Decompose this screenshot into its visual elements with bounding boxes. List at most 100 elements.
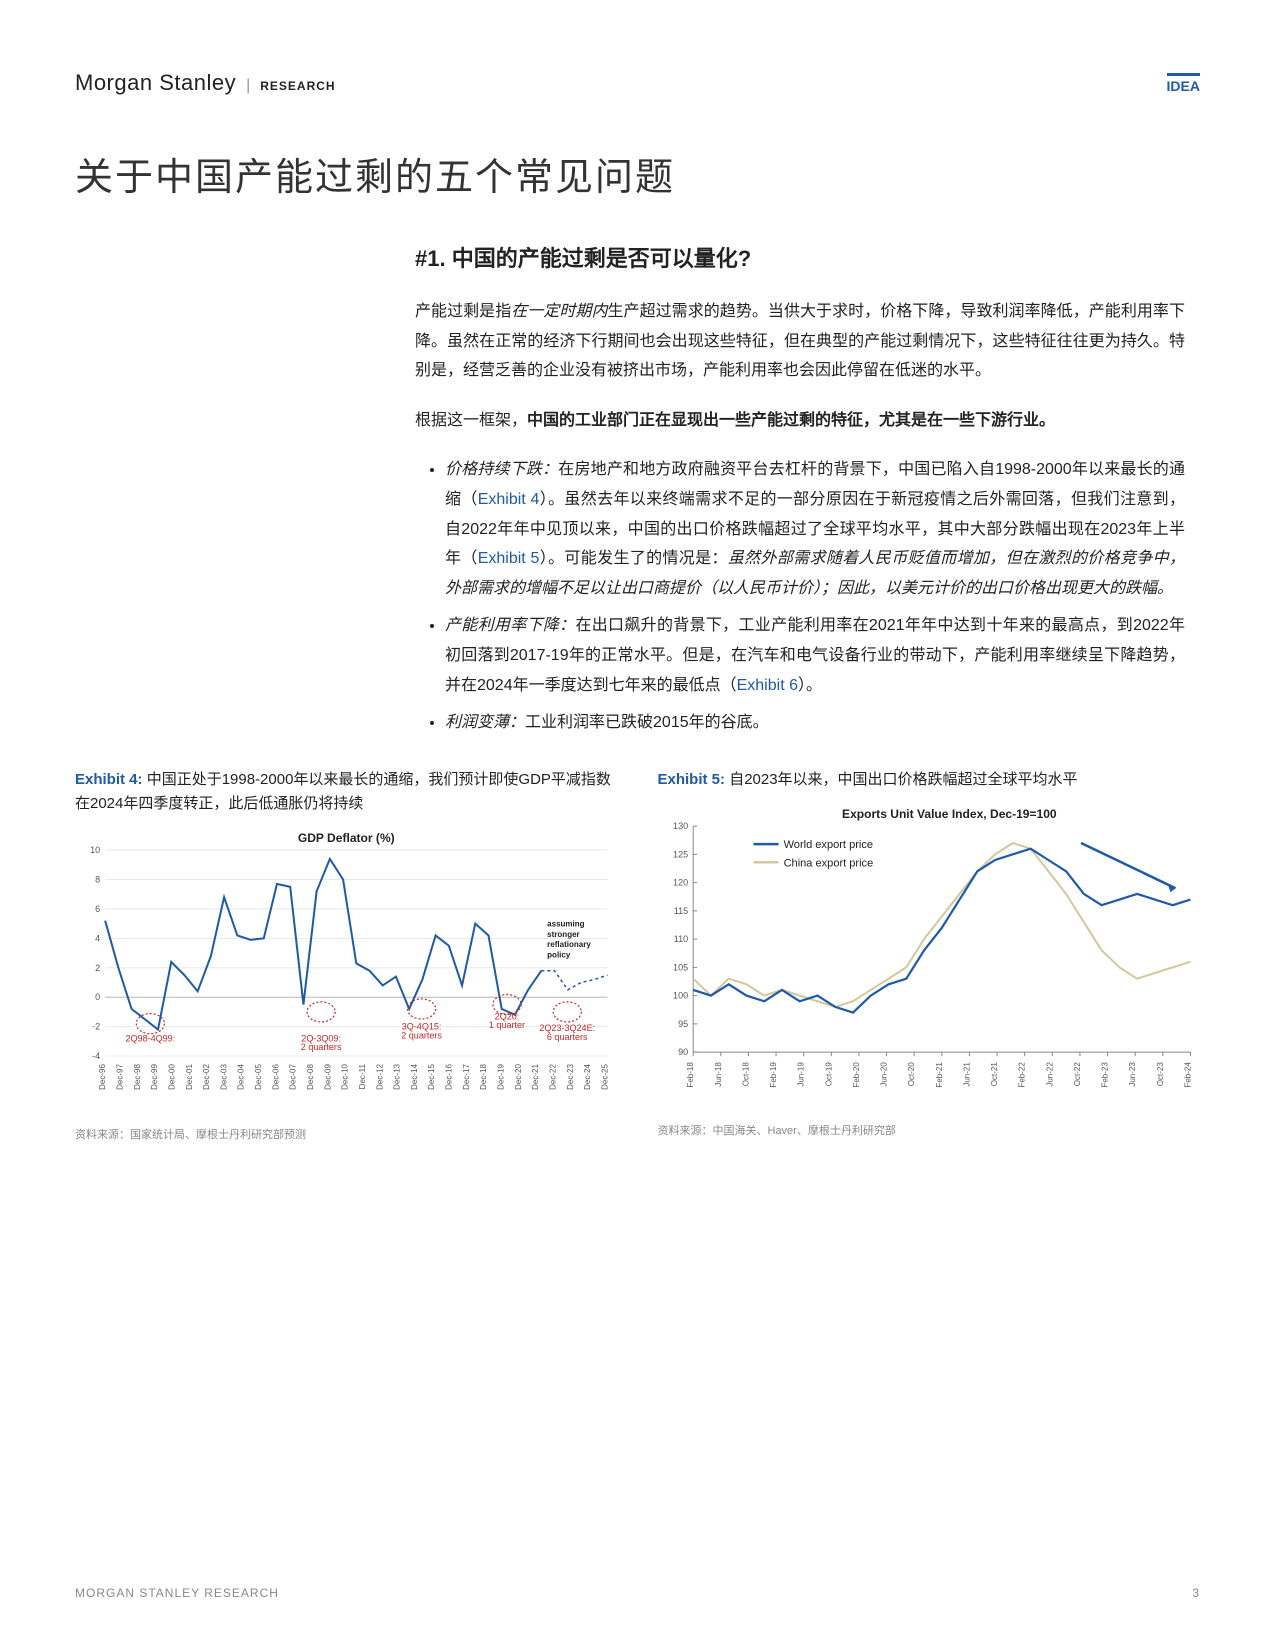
svg-text:Oct-18: Oct-18: [741, 1061, 750, 1086]
exhibit-5-block: Exhibit 5: 自2023年以来，中国出口价格跌幅超过全球平均水平 Exp…: [658, 768, 1201, 1142]
svg-text:100: 100: [673, 990, 688, 1000]
page-footer: MORGAN STANLEY RESEARCH 3: [75, 1586, 1200, 1600]
svg-text:Dec-06: Dec-06: [271, 1063, 280, 1089]
svg-text:Dec-22: Dec-22: [548, 1063, 557, 1089]
exhibit-link-6[interactable]: Exhibit 6: [737, 677, 798, 694]
svg-text:Dec-20: Dec-20: [514, 1063, 523, 1089]
bullet-item-2: 产能利用率下降：在出口飙升的背景下，工业产能利用率在2021年年中达到十年来的最…: [445, 611, 1185, 700]
svg-text:Dec-15: Dec-15: [427, 1063, 436, 1089]
svg-text:Oct-23: Oct-23: [1155, 1061, 1164, 1086]
svg-text:Feb-24: Feb-24: [1183, 1061, 1192, 1087]
section-subtitle: #1. 中国的产能过剩是否可以量化?: [415, 241, 1185, 273]
svg-text:6: 6: [95, 904, 100, 914]
svg-text:Dec-24: Dec-24: [583, 1063, 592, 1089]
svg-text:Feb-19: Feb-19: [769, 1061, 778, 1087]
svg-text:Dec-16: Dec-16: [445, 1063, 454, 1089]
svg-text:4: 4: [95, 933, 100, 943]
svg-text:-2: -2: [92, 1021, 100, 1031]
svg-text:Dec-19: Dec-19: [497, 1063, 506, 1089]
paragraph-1: 产能过剩是指在一定时期内生产超过需求的趋势。当供大于求时，价格下降，导致利润率降…: [415, 297, 1185, 386]
svg-text:Dec-02: Dec-02: [202, 1063, 211, 1089]
svg-text:Dec-25: Dec-25: [600, 1063, 609, 1089]
svg-text:China export price: China export price: [783, 857, 873, 869]
exhibit-5-caption: Exhibit 5: 自2023年以来，中国出口价格跌幅超过全球平均水平: [658, 768, 1201, 792]
footer-left: MORGAN STANLEY RESEARCH: [75, 1586, 279, 1600]
svg-text:90: 90: [678, 1047, 688, 1057]
svg-text:Feb-23: Feb-23: [1100, 1061, 1109, 1087]
charts-row: Exhibit 4: 中国正处于1998-2000年以来最长的通缩，我们预计即使…: [75, 768, 1200, 1142]
brand-block: Morgan Stanley | RESEARCH: [75, 70, 336, 96]
bullet-item-1: 价格持续下跌：在房地产和地方政府融资平台去杠杆的背景下，中国已陷入自1998-2…: [445, 455, 1185, 603]
exhibit-4-caption: Exhibit 4: 中国正处于1998-2000年以来最长的通缩，我们预计即使…: [75, 768, 618, 816]
svg-text:2 quarters: 2 quarters: [301, 1042, 342, 1052]
svg-text:Dec-03: Dec-03: [219, 1063, 228, 1089]
svg-text:110: 110: [673, 934, 687, 944]
svg-text:8: 8: [95, 874, 100, 884]
svg-text:Dec-17: Dec-17: [462, 1063, 471, 1089]
svg-text:Dec-13: Dec-13: [393, 1063, 402, 1089]
svg-text:105: 105: [673, 962, 688, 972]
svg-text:Jun-18: Jun-18: [713, 1061, 722, 1086]
exhibit-4-block: Exhibit 4: 中国正处于1998-2000年以来最长的通缩，我们预计即使…: [75, 768, 618, 1142]
svg-text:125: 125: [673, 849, 688, 859]
svg-text:Dec-97: Dec-97: [115, 1063, 124, 1089]
svg-text:Dec-11: Dec-11: [358, 1063, 367, 1089]
svg-text:Dec-21: Dec-21: [531, 1063, 540, 1089]
svg-text:Dec-07: Dec-07: [289, 1063, 298, 1089]
svg-text:2Q98-4Q99:: 2Q98-4Q99:: [126, 1033, 176, 1043]
exhibit-4-source: 资料来源：国家统计局、摩根士丹利研究部预测: [75, 1126, 618, 1142]
svg-text:115: 115: [673, 906, 687, 916]
svg-text:6 quarters: 6 quarters: [547, 1032, 588, 1042]
svg-text:Dec-10: Dec-10: [341, 1063, 350, 1089]
exhibit-5-source: 资料来源：中国海关、Haver、摩根士丹利研究部: [658, 1122, 1201, 1138]
svg-text:Feb-20: Feb-20: [851, 1061, 860, 1087]
svg-text:Oct-22: Oct-22: [1072, 1061, 1081, 1086]
content-column: #1. 中国的产能过剩是否可以量化? 产能过剩是指在一定时期内生产超过需求的趋势…: [415, 241, 1185, 738]
brand-divider: |: [246, 77, 250, 95]
exhibit-4-chart: GDP Deflator (%) -4 -2 0 2 4 6 8 10 Dec-96 Dec-97 D…: [75, 830, 618, 1111]
svg-text:Exports Unit Value Index, Dec-: Exports Unit Value Index, Dec-19=100: [842, 807, 1057, 821]
exhibit-5-chart: Exports Unit Value Index, Dec-19=100 90 95…: [658, 806, 1201, 1107]
exhibit-link-5[interactable]: Exhibit 5: [478, 550, 540, 567]
svg-text:2: 2: [95, 963, 100, 973]
svg-text:95: 95: [678, 1019, 688, 1029]
svg-text:Feb-22: Feb-22: [1017, 1061, 1026, 1087]
page-title: 关于中国产能过剩的五个常见问题: [75, 146, 1200, 201]
svg-text:Jun-21: Jun-21: [962, 1061, 971, 1086]
svg-text:Dec-04: Dec-04: [237, 1063, 246, 1089]
svg-text:Feb-18: Feb-18: [686, 1061, 695, 1087]
footer-page-number: 3: [1192, 1586, 1200, 1600]
svg-text:Dec-05: Dec-05: [254, 1063, 263, 1089]
svg-text:Dec-00: Dec-00: [167, 1063, 176, 1089]
exhibit-link-4[interactable]: Exhibit 4: [478, 491, 540, 508]
svg-text:Jun-23: Jun-23: [1128, 1061, 1137, 1086]
svg-text:Oct-20: Oct-20: [907, 1061, 916, 1086]
bullet-item-3: 利润变薄：工业利润率已跌破2015年的谷底。: [445, 708, 1185, 738]
svg-text:Dec-18: Dec-18: [479, 1063, 488, 1089]
svg-text:Feb-21: Feb-21: [934, 1061, 943, 1087]
svg-text:Dec-99: Dec-99: [150, 1063, 159, 1089]
svg-text:Jun-22: Jun-22: [1045, 1061, 1054, 1086]
brand-sub: RESEARCH: [260, 79, 335, 93]
svg-text:Oct-21: Oct-21: [990, 1061, 999, 1086]
svg-text:2 quarters: 2 quarters: [401, 1030, 442, 1040]
svg-text:Dec-08: Dec-08: [306, 1063, 315, 1089]
svg-text:10: 10: [90, 845, 100, 855]
bullet-list: 价格持续下跌：在房地产和地方政府融资平台去杠杆的背景下，中国已陷入自1998-2…: [415, 455, 1185, 737]
svg-text:Dec-01: Dec-01: [185, 1063, 194, 1089]
paragraph-2: 根据这一框架，中国的工业部门正在显现出一些产能过剩的特征，尤其是在一些下游行业。: [415, 406, 1185, 436]
svg-text:policy: policy: [547, 950, 571, 959]
svg-text:Dec-23: Dec-23: [566, 1063, 575, 1089]
svg-text:World export price: World export price: [783, 839, 872, 851]
svg-text:GDP Deflator (%): GDP Deflator (%): [298, 831, 395, 845]
svg-text:reflationary: reflationary: [547, 940, 591, 949]
svg-text:assuming: assuming: [547, 919, 585, 928]
svg-text:Dec-96: Dec-96: [98, 1063, 107, 1089]
svg-text:Oct-19: Oct-19: [824, 1061, 833, 1086]
idea-badge: IDEA: [1167, 73, 1200, 94]
svg-text:Jun-20: Jun-20: [879, 1061, 888, 1086]
svg-text:Jun-19: Jun-19: [796, 1061, 805, 1086]
svg-text:0: 0: [95, 992, 100, 1002]
page-header: Morgan Stanley | RESEARCH IDEA: [75, 70, 1200, 96]
svg-text:-4: -4: [92, 1051, 100, 1061]
